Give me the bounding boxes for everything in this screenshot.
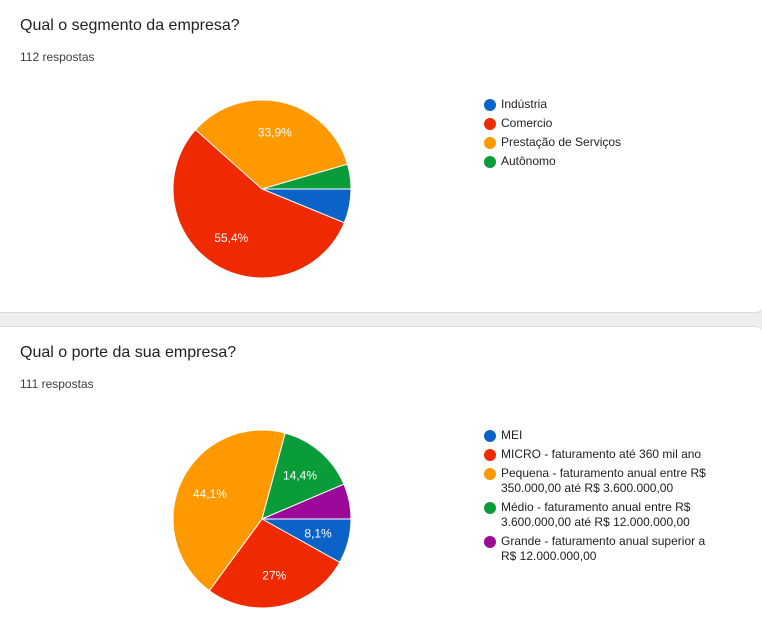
legend-label: Prestação de Serviços: [501, 135, 622, 149]
legend-swatch-icon: [484, 535, 496, 548]
pie-slice-micro-faturamento-ate-36[interactable]: [208, 518, 341, 609]
legend-label: MEI: [501, 428, 523, 442]
pie-data-label-pequena-faturamento-anua: 44,1%: [193, 487, 227, 501]
question-card-segmento: Qual o segmento da empresa? 112 resposta…: [0, 0, 762, 313]
legend-item-comercio[interactable]: Comercio: [484, 116, 621, 131]
legend-swatch-icon: [484, 98, 496, 111]
legend-item-mei[interactable]: MEI: [484, 428, 714, 443]
pie-data-label-micro-faturamento-ate-36: 27%: [262, 569, 286, 583]
legend-swatch-icon: [484, 501, 496, 514]
pie-slice-comercio[interactable]: [172, 129, 345, 279]
pie-slice-prestacao-de-servicos[interactable]: [194, 99, 349, 190]
legend-label: MICRO - faturamento até 360 mil ano: [501, 447, 702, 461]
legend-item-grande-faturamento-anual[interactable]: Grande - faturamento anual superior a R$…: [484, 534, 714, 564]
legend-segmento: Indústria Comercio Prestação de Serviços Au…: [484, 97, 621, 173]
legend-item-medio-faturamento-anual-[interactable]: Médio - faturamento anual entre R$ 3.600…: [484, 500, 714, 530]
legend-label: Médio - faturamento anual entre R$ 3.600…: [501, 500, 691, 529]
pie-slice-grande-faturamento-anual[interactable]: [261, 483, 352, 520]
legend-item-autonomo[interactable]: Autônomo: [484, 154, 621, 169]
legend-swatch-icon: [484, 136, 496, 149]
response-count: 112 respostas: [20, 50, 95, 64]
legend-label: Comercio: [501, 116, 553, 130]
response-count: 111 respostas: [20, 377, 94, 391]
pie-data-label-mei: 8,1%: [304, 527, 332, 541]
legend-label: Indústria: [501, 97, 548, 111]
legend-swatch-icon: [484, 117, 496, 130]
legend-label: Pequena - faturamento anual entre R$ 350…: [501, 466, 706, 495]
pie-slice-medio-faturamento-anual-[interactable]: [261, 432, 345, 520]
question-title: Qual o segmento da empresa?: [20, 17, 240, 34]
legend-label: Grande - faturamento anual superior a R$…: [501, 534, 706, 563]
pie-slice-autonomo[interactable]: [261, 163, 352, 190]
question-title: Qual o porte da sua empresa?: [20, 344, 237, 361]
legend-item-pequena-faturamento-anua[interactable]: Pequena - faturamento anual entre R$ 350…: [484, 466, 714, 496]
legend-swatch-icon: [484, 155, 496, 168]
legend-item-prestacao-de-servicos[interactable]: Prestação de Serviços: [484, 135, 621, 150]
legend-label: Autônomo: [501, 154, 556, 168]
legend-swatch-icon: [484, 467, 496, 480]
legend-swatch-icon: [484, 429, 496, 442]
legend-item-industria[interactable]: Indústria: [484, 97, 621, 112]
pie-data-label-medio-faturamento-anual-: 14,4%: [283, 468, 317, 482]
question-card-porte: Qual o porte da sua empresa? 111 respost…: [0, 326, 762, 634]
pie-data-label-prestacao-de-servicos: 33,9%: [258, 126, 292, 140]
pie-slice-pequena-faturamento-anua[interactable]: [172, 429, 286, 592]
pie-data-label-comercio: 55,4%: [214, 231, 248, 245]
legend-porte: MEI MICRO - faturamento até 360 mil ano Pe…: [484, 428, 714, 568]
legend-item-micro-faturamento-ate-36[interactable]: MICRO - faturamento até 360 mil ano: [484, 447, 714, 462]
legend-swatch-icon: [484, 448, 496, 461]
